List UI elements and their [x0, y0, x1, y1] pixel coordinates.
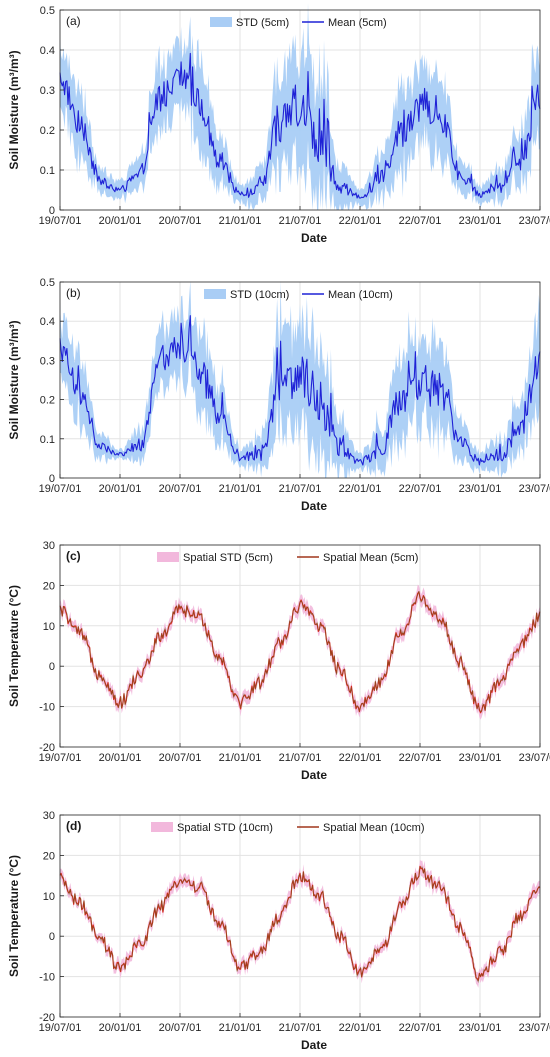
y-tick-label: 0.5 — [40, 277, 55, 289]
x-tick-label: 19/07/01 — [39, 483, 82, 495]
x-tick-label: 21/01/01 — [219, 483, 262, 495]
x-tick-label: 23/01/01 — [459, 752, 502, 764]
y-tick-label: 0.3 — [40, 85, 55, 97]
x-axis-label: Date — [301, 1038, 327, 1052]
y-axis-label: Soil Temperature (°C) — [7, 585, 21, 707]
panel-label: (c) — [66, 549, 81, 563]
y-tick-label: 0.1 — [40, 165, 55, 177]
y-tick-label: 0.4 — [40, 316, 55, 328]
legend-label-std: STD (5cm) — [236, 17, 289, 29]
y-tick-label: 0 — [49, 205, 55, 217]
legend-swatch-std — [204, 289, 226, 299]
panel-label: (b) — [66, 286, 81, 300]
y-tick-label: 0.2 — [40, 125, 55, 137]
y-tick-label: 0.3 — [40, 355, 55, 367]
x-axis-label: Date — [301, 768, 327, 782]
x-tick-label: 19/07/01 — [39, 752, 82, 764]
legend-swatch-std — [210, 17, 232, 27]
x-tick-label: 19/07/01 — [39, 1022, 82, 1034]
x-tick-label: 20/01/01 — [99, 215, 142, 227]
y-tick-label: 0.1 — [40, 434, 55, 446]
mean-line-shadow — [59, 590, 541, 713]
x-axis-label: Date — [301, 231, 327, 245]
x-tick-label: 23/07/01 — [519, 752, 550, 764]
y-tick-label: -10 — [39, 972, 55, 984]
x-tick-label: 23/01/01 — [459, 215, 502, 227]
std-band — [60, 280, 540, 478]
x-tick-label: 20/01/01 — [99, 483, 142, 495]
y-tick-label: 0 — [49, 931, 55, 943]
x-tick-label: 21/07/01 — [279, 483, 322, 495]
legend-label-std: STD (10cm) — [230, 289, 289, 301]
x-tick-label: 22/07/01 — [399, 483, 442, 495]
x-tick-label: 23/01/01 — [459, 1022, 502, 1034]
x-tick-label: 22/07/01 — [399, 1022, 442, 1034]
x-tick-label: 20/07/01 — [159, 483, 202, 495]
y-tick-label: -20 — [39, 742, 55, 754]
y-axis-label: Soil Temperature (°C) — [7, 855, 21, 977]
legend-label-mean: Spatial Mean (5cm) — [323, 552, 418, 564]
chart-panel-c: 19/07/01 20/01/01 20/07/01 21/01/01 21/07/01… — [7, 540, 550, 782]
y-axis-label: Soil Moisture (m³/m³) — [7, 320, 21, 439]
x-tick-label: 21/01/01 — [219, 1022, 262, 1034]
legend-label-std: Spatial STD (5cm) — [183, 552, 273, 564]
chart-panel-b: 19/07/01 20/01/01 20/07/01 21/01/01 21/07/01… — [7, 277, 550, 513]
x-tick-label: 22/01/01 — [339, 483, 382, 495]
x-tick-label: 20/07/01 — [159, 752, 202, 764]
y-tick-label: 30 — [43, 540, 55, 552]
x-tick-label: 21/01/01 — [219, 215, 262, 227]
x-tick-label: 23/01/01 — [459, 483, 502, 495]
y-tick-label: 10 — [43, 621, 55, 633]
chart-panel-d: 19/07/01 20/01/01 20/07/01 21/01/01 21/07/01… — [7, 810, 550, 1052]
y-tick-label: -10 — [39, 702, 55, 714]
y-tick-label: -20 — [39, 1012, 55, 1024]
x-tick-label: 22/07/01 — [399, 215, 442, 227]
x-tick-label: 22/07/01 — [399, 752, 442, 764]
x-tick-label: 23/07/01 — [519, 215, 550, 227]
y-tick-label: 0 — [49, 473, 55, 485]
x-tick-label: 22/01/01 — [339, 215, 382, 227]
x-tick-label: 21/07/01 — [279, 1022, 322, 1034]
y-tick-label: 30 — [43, 810, 55, 822]
x-tick-label: 22/01/01 — [339, 752, 382, 764]
x-tick-label: 23/07/01 — [519, 483, 550, 495]
panel-label: (d) — [66, 819, 81, 833]
legend-swatch-std — [151, 822, 173, 832]
x-tick-label: 20/07/01 — [159, 215, 202, 227]
y-tick-label: 20 — [43, 850, 55, 862]
mean-line-shadow — [59, 866, 541, 983]
x-tick-label: 23/07/01 — [519, 1022, 550, 1034]
x-axis-label: Date — [301, 499, 327, 513]
legend-swatch-std — [157, 552, 179, 562]
chart-panel-a: 19/07/01 20/01/01 20/07/01 21/01/01 21/07/01… — [7, 3, 550, 245]
y-tick-label: 0 — [49, 661, 55, 673]
legend-label-mean: Mean (10cm) — [328, 289, 393, 301]
legend-label-std: Spatial STD (10cm) — [177, 822, 273, 834]
mean-line — [59, 52, 541, 199]
y-tick-label: 20 — [43, 580, 55, 592]
y-tick-label: 0.5 — [40, 5, 55, 17]
legend-label-mean: Mean (5cm) — [328, 17, 387, 29]
x-tick-label: 19/07/01 — [39, 215, 82, 227]
std-band — [60, 3, 540, 210]
x-tick-label: 20/01/01 — [99, 752, 142, 764]
y-axis-label: Soil Moisture (m³/m³) — [7, 50, 21, 169]
mean-line — [59, 315, 541, 466]
x-tick-label: 20/01/01 — [99, 1022, 142, 1034]
x-tick-label: 20/07/01 — [159, 1022, 202, 1034]
x-tick-label: 21/07/01 — [279, 215, 322, 227]
x-tick-label: 21/07/01 — [279, 752, 322, 764]
y-tick-label: 10 — [43, 891, 55, 903]
legend-label-mean: Spatial Mean (10cm) — [323, 822, 425, 834]
x-tick-label: 22/01/01 — [339, 1022, 382, 1034]
y-tick-label: 0.4 — [40, 45, 55, 57]
panel-label: (a) — [66, 14, 81, 28]
y-tick-label: 0.2 — [40, 395, 55, 407]
x-tick-label: 21/01/01 — [219, 752, 262, 764]
